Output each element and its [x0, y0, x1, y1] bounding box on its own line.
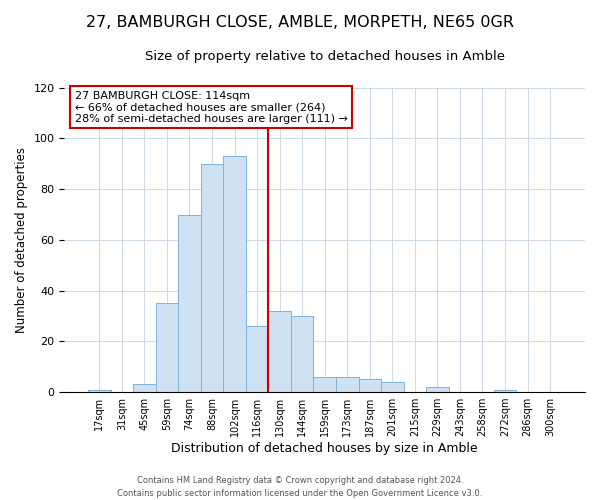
Bar: [313, 377, 336, 392]
Bar: [426, 387, 449, 392]
Bar: [246, 326, 268, 392]
Y-axis label: Number of detached properties: Number of detached properties: [15, 147, 28, 333]
Bar: [359, 380, 381, 392]
Bar: [268, 311, 291, 392]
Bar: [155, 304, 178, 392]
Text: Contains HM Land Registry data © Crown copyright and database right 2024.
Contai: Contains HM Land Registry data © Crown c…: [118, 476, 482, 498]
Bar: [201, 164, 223, 392]
Text: 27, BAMBURGH CLOSE, AMBLE, MORPETH, NE65 0GR: 27, BAMBURGH CLOSE, AMBLE, MORPETH, NE65…: [86, 15, 514, 30]
Bar: [178, 214, 201, 392]
Bar: [291, 316, 313, 392]
Bar: [494, 390, 516, 392]
Text: 27 BAMBURGH CLOSE: 114sqm
← 66% of detached houses are smaller (264)
28% of semi: 27 BAMBURGH CLOSE: 114sqm ← 66% of detac…: [75, 91, 347, 124]
X-axis label: Distribution of detached houses by size in Amble: Distribution of detached houses by size …: [172, 442, 478, 455]
Bar: [336, 377, 359, 392]
Title: Size of property relative to detached houses in Amble: Size of property relative to detached ho…: [145, 50, 505, 63]
Bar: [381, 382, 404, 392]
Bar: [223, 156, 246, 392]
Bar: [133, 384, 155, 392]
Bar: [88, 390, 110, 392]
